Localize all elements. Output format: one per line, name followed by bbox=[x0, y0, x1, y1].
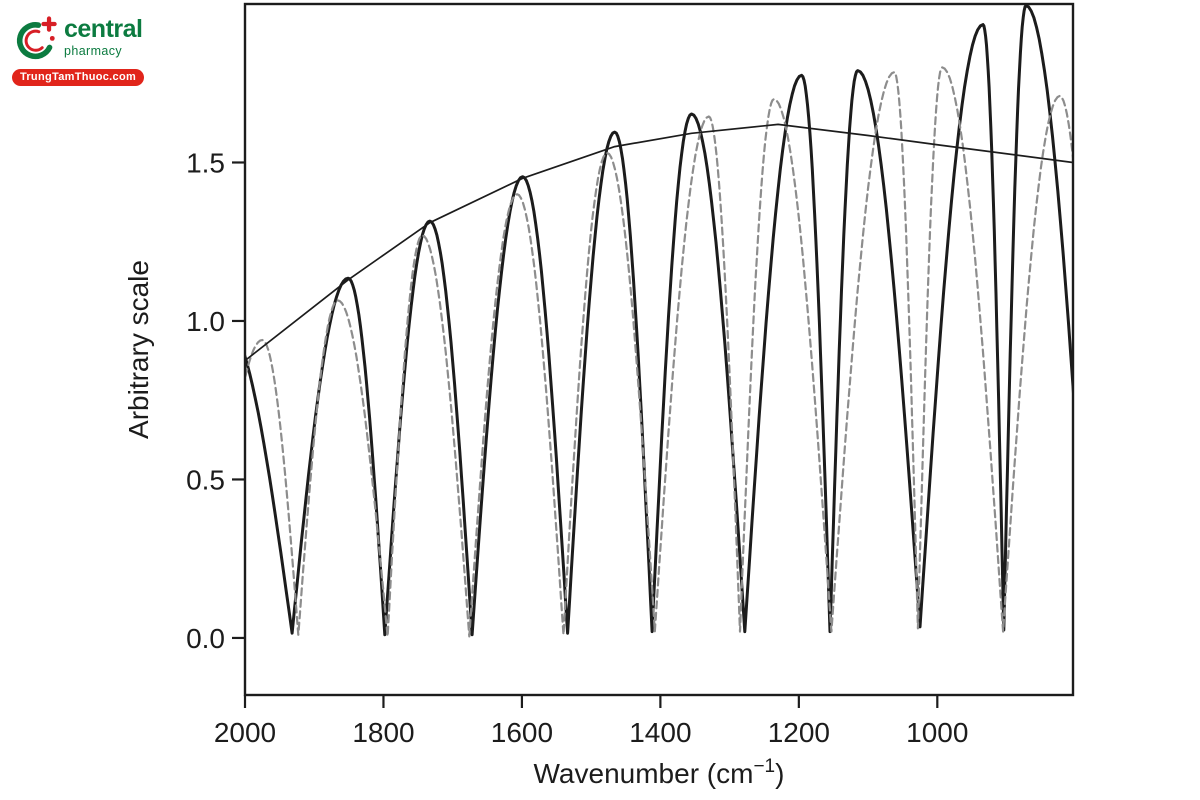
brand-logo: central pharmacy TrungTamThuoc.com bbox=[12, 10, 144, 86]
envelope-line bbox=[245, 123, 1073, 362]
x-tick-label: 1600 bbox=[491, 717, 553, 748]
brand-name: central bbox=[64, 14, 143, 43]
logo-text: central pharmacy bbox=[64, 14, 143, 58]
y-tick-label: 0.0 bbox=[186, 623, 225, 654]
x-tick-label: 1000 bbox=[906, 717, 968, 748]
plot-frame bbox=[243, 2, 1075, 697]
plus-icon bbox=[41, 16, 57, 32]
x-tick-label: 1200 bbox=[768, 717, 830, 748]
interference-fringes-solid bbox=[245, 4, 1073, 637]
c-inner-arc bbox=[24, 29, 44, 52]
brand-subtitle: pharmacy bbox=[64, 43, 123, 58]
x-axis-title: Wavenumber (cm−1) bbox=[534, 756, 785, 789]
curves-group bbox=[245, 4, 1073, 638]
c-outer-arc bbox=[16, 22, 53, 60]
y-axis: 0.0 0.5 1.0 1.5 Arbitrary scale bbox=[123, 147, 245, 654]
pharmacy-c-mark-icon bbox=[16, 16, 57, 60]
x-axis: 2000 1800 1600 1400 1200 1000 Wavenumber (cm−1… bbox=[214, 695, 968, 789]
y-tick-label: 1.0 bbox=[186, 306, 225, 337]
interference-fringes-dashed bbox=[245, 66, 1073, 638]
y-tick-label: 1.5 bbox=[186, 147, 225, 178]
x-tick-label: 2000 bbox=[214, 717, 276, 748]
logo-row: central pharmacy bbox=[12, 10, 144, 64]
x-tick-label: 1400 bbox=[629, 717, 691, 748]
brand-banner: TrungTamThuoc.com bbox=[12, 69, 144, 86]
y-tick-label: 0.5 bbox=[186, 464, 225, 495]
logo-dot bbox=[49, 35, 55, 41]
y-axis-title: Arbitrary scale bbox=[123, 260, 154, 439]
x-tick-label: 1800 bbox=[352, 717, 414, 748]
